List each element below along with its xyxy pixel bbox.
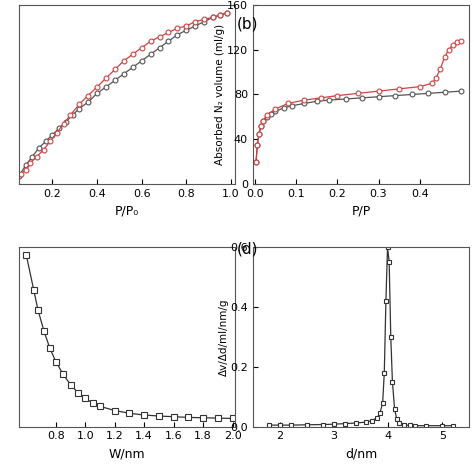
- Text: (d): (d): [237, 242, 258, 257]
- Text: (b): (b): [237, 17, 258, 32]
- X-axis label: P/P: P/P: [351, 205, 371, 218]
- X-axis label: d/nm: d/nm: [345, 447, 377, 460]
- Y-axis label: Δv/Δd/ml/nm/g: Δv/Δd/ml/nm/g: [219, 298, 229, 375]
- X-axis label: P/P₀: P/P₀: [115, 205, 139, 218]
- X-axis label: W/nm: W/nm: [109, 447, 146, 460]
- Y-axis label: Absorbed N₂ volume (ml/g): Absorbed N₂ volume (ml/g): [215, 24, 226, 165]
